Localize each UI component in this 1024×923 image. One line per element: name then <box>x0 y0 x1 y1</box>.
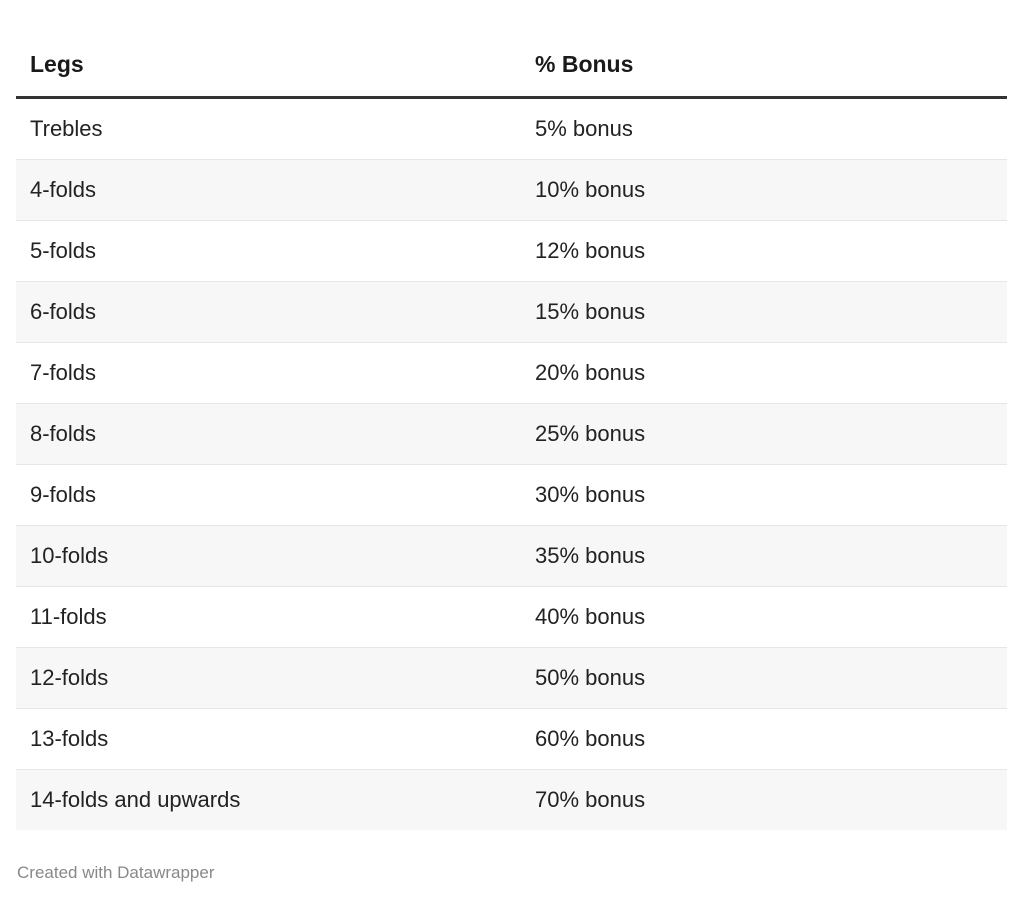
table-row: 13-folds 60% bonus <box>16 708 1007 770</box>
cell-bonus: 20% bonus <box>521 342 1007 404</box>
cell-bonus: 35% bonus <box>521 525 1007 587</box>
table-row: 14-folds and upwards 70% bonus <box>16 769 1007 830</box>
table-row: 8-folds 25% bonus <box>16 403 1007 465</box>
header-row: Legs % Bonus <box>16 32 1007 99</box>
cell-legs: 13-folds <box>16 708 521 770</box>
cell-legs: 6-folds <box>16 281 521 343</box>
cell-bonus: 10% bonus <box>521 159 1007 221</box>
cell-bonus: 5% bonus <box>521 97 1007 160</box>
cell-legs: 9-folds <box>16 464 521 526</box>
table-row: 7-folds 20% bonus <box>16 342 1007 404</box>
table-row: 12-folds 50% bonus <box>16 647 1007 709</box>
table-row: 5-folds 12% bonus <box>16 220 1007 282</box>
cell-bonus: 60% bonus <box>521 708 1007 770</box>
data-table-container: Legs % Bonus Trebles 5% bonus 4-folds 10… <box>16 32 1007 830</box>
cell-legs: 7-folds <box>16 342 521 404</box>
cell-legs: 14-folds and upwards <box>16 769 521 830</box>
cell-legs: 10-folds <box>16 525 521 587</box>
cell-bonus: 50% bonus <box>521 647 1007 709</box>
cell-legs: 11-folds <box>16 586 521 648</box>
table-body: Trebles 5% bonus 4-folds 10% bonus 5-fol… <box>16 97 1007 830</box>
cell-legs: 8-folds <box>16 403 521 465</box>
column-header-legs: Legs <box>16 32 521 99</box>
table-row: 10-folds 35% bonus <box>16 525 1007 587</box>
cell-bonus: 40% bonus <box>521 586 1007 648</box>
table-row: Trebles 5% bonus <box>16 97 1007 160</box>
table-header: Legs % Bonus <box>16 32 1007 99</box>
cell-legs: Trebles <box>16 97 521 160</box>
bonus-table: Legs % Bonus Trebles 5% bonus 4-folds 10… <box>16 32 1007 830</box>
cell-bonus: 30% bonus <box>521 464 1007 526</box>
column-header-bonus: % Bonus <box>521 32 1007 99</box>
table-row: 4-folds 10% bonus <box>16 159 1007 221</box>
cell-legs: 12-folds <box>16 647 521 709</box>
cell-bonus: 12% bonus <box>521 220 1007 282</box>
cell-legs: 4-folds <box>16 159 521 221</box>
datawrapper-credit: Created with Datawrapper <box>17 863 215 882</box>
table-row: 9-folds 30% bonus <box>16 464 1007 526</box>
cell-bonus: 25% bonus <box>521 403 1007 465</box>
cell-bonus: 15% bonus <box>521 281 1007 343</box>
table-row: 11-folds 40% bonus <box>16 586 1007 648</box>
cell-legs: 5-folds <box>16 220 521 282</box>
table-row: 6-folds 15% bonus <box>16 281 1007 343</box>
cell-bonus: 70% bonus <box>521 769 1007 830</box>
